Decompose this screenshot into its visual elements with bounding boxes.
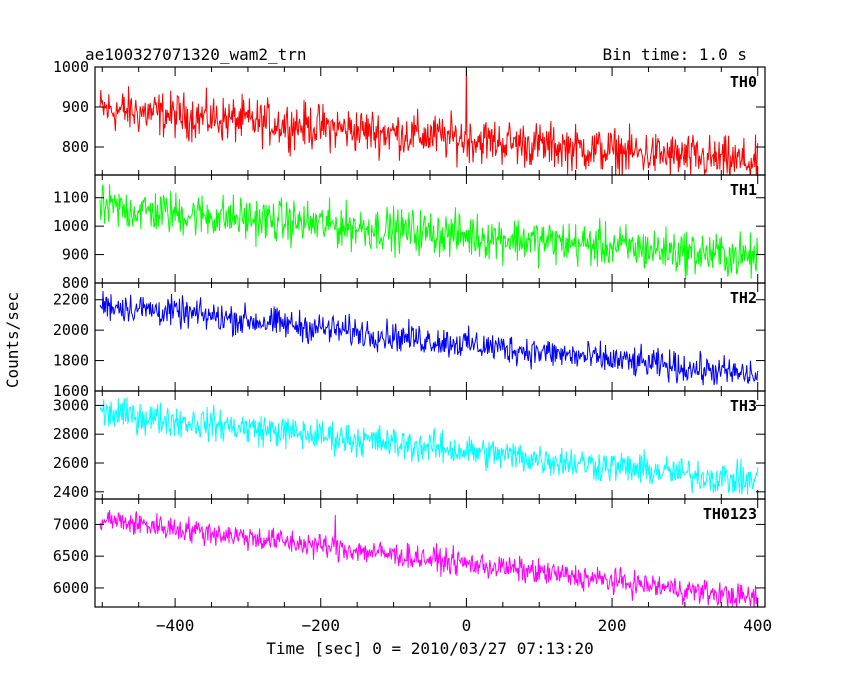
y-tick-label: 7000 <box>53 515 89 533</box>
series-label-th3: TH3 <box>730 397 757 415</box>
y-tick-label: 900 <box>62 246 89 264</box>
y-tick-label: 3000 <box>53 396 89 414</box>
panel-th0: 800 900 1000 TH0 <box>53 58 766 176</box>
panel-frame <box>94 390 766 500</box>
x-tick-label: 0 <box>462 616 472 635</box>
series-line-th2 <box>99 291 759 386</box>
y-tick-label: 900 <box>62 98 89 116</box>
y-tick-label: 800 <box>62 138 89 156</box>
x-tick-label: −200 <box>301 616 340 635</box>
x-tick-label: 400 <box>743 616 772 635</box>
series-line-th0 <box>99 67 759 175</box>
y-tick-label: 1100 <box>53 189 89 207</box>
series-line-th0123 <box>99 510 759 607</box>
x-tick-label: 200 <box>598 616 627 635</box>
panel-th1: 800 900 1000 1100 TH1 <box>53 174 766 292</box>
x-axis-tick-labels: −400 −200 0 200 400 <box>156 616 772 635</box>
x-tick-label: −400 <box>156 616 195 635</box>
series-line-th1 <box>99 184 759 280</box>
panel-th2: 1600 1800 2000 2200 TH2 <box>53 282 766 400</box>
series-label-th1: TH1 <box>730 181 757 199</box>
series-label-th2: TH2 <box>730 289 757 307</box>
panel-frame <box>94 66 766 176</box>
bin-time-label: Bin time: 1.0 s <box>603 45 748 64</box>
y-axis-label: Counts/sec <box>3 292 22 388</box>
series-label-th0123: TH0123 <box>703 505 757 523</box>
panel-th3: 2400 2600 2800 3000 TH3 <box>53 390 766 501</box>
series-line-th3 <box>99 397 759 495</box>
series-label-th0: TH0 <box>730 73 757 91</box>
panels: 800 900 1000 TH0 800 900 1000 1100 TH1 1600 1800 20… <box>53 58 766 608</box>
y-tick-label: 6000 <box>53 579 89 597</box>
y-tick-label: 2200 <box>53 291 89 309</box>
y-tick-label: 1600 <box>53 382 89 400</box>
y-tick-label: 1000 <box>53 58 89 76</box>
y-tick-label: 800 <box>62 274 89 292</box>
y-tick-label: 1000 <box>53 217 89 235</box>
y-tick-label: 2600 <box>53 454 89 472</box>
y-tick-label: 2000 <box>53 321 89 339</box>
y-tick-label: 2800 <box>53 425 89 443</box>
y-tick-label: 1800 <box>53 352 89 370</box>
y-tick-label: 6500 <box>53 547 89 565</box>
panel-th0123: 6000 6500 7000 TH0123 <box>53 498 766 608</box>
y-tick-label: 2400 <box>53 483 89 501</box>
chart-title: ae100327071320_wam2_trn <box>85 45 307 64</box>
x-axis-label: Time [sec] 0 = 2010/03/27 07:13:20 <box>266 639 594 658</box>
